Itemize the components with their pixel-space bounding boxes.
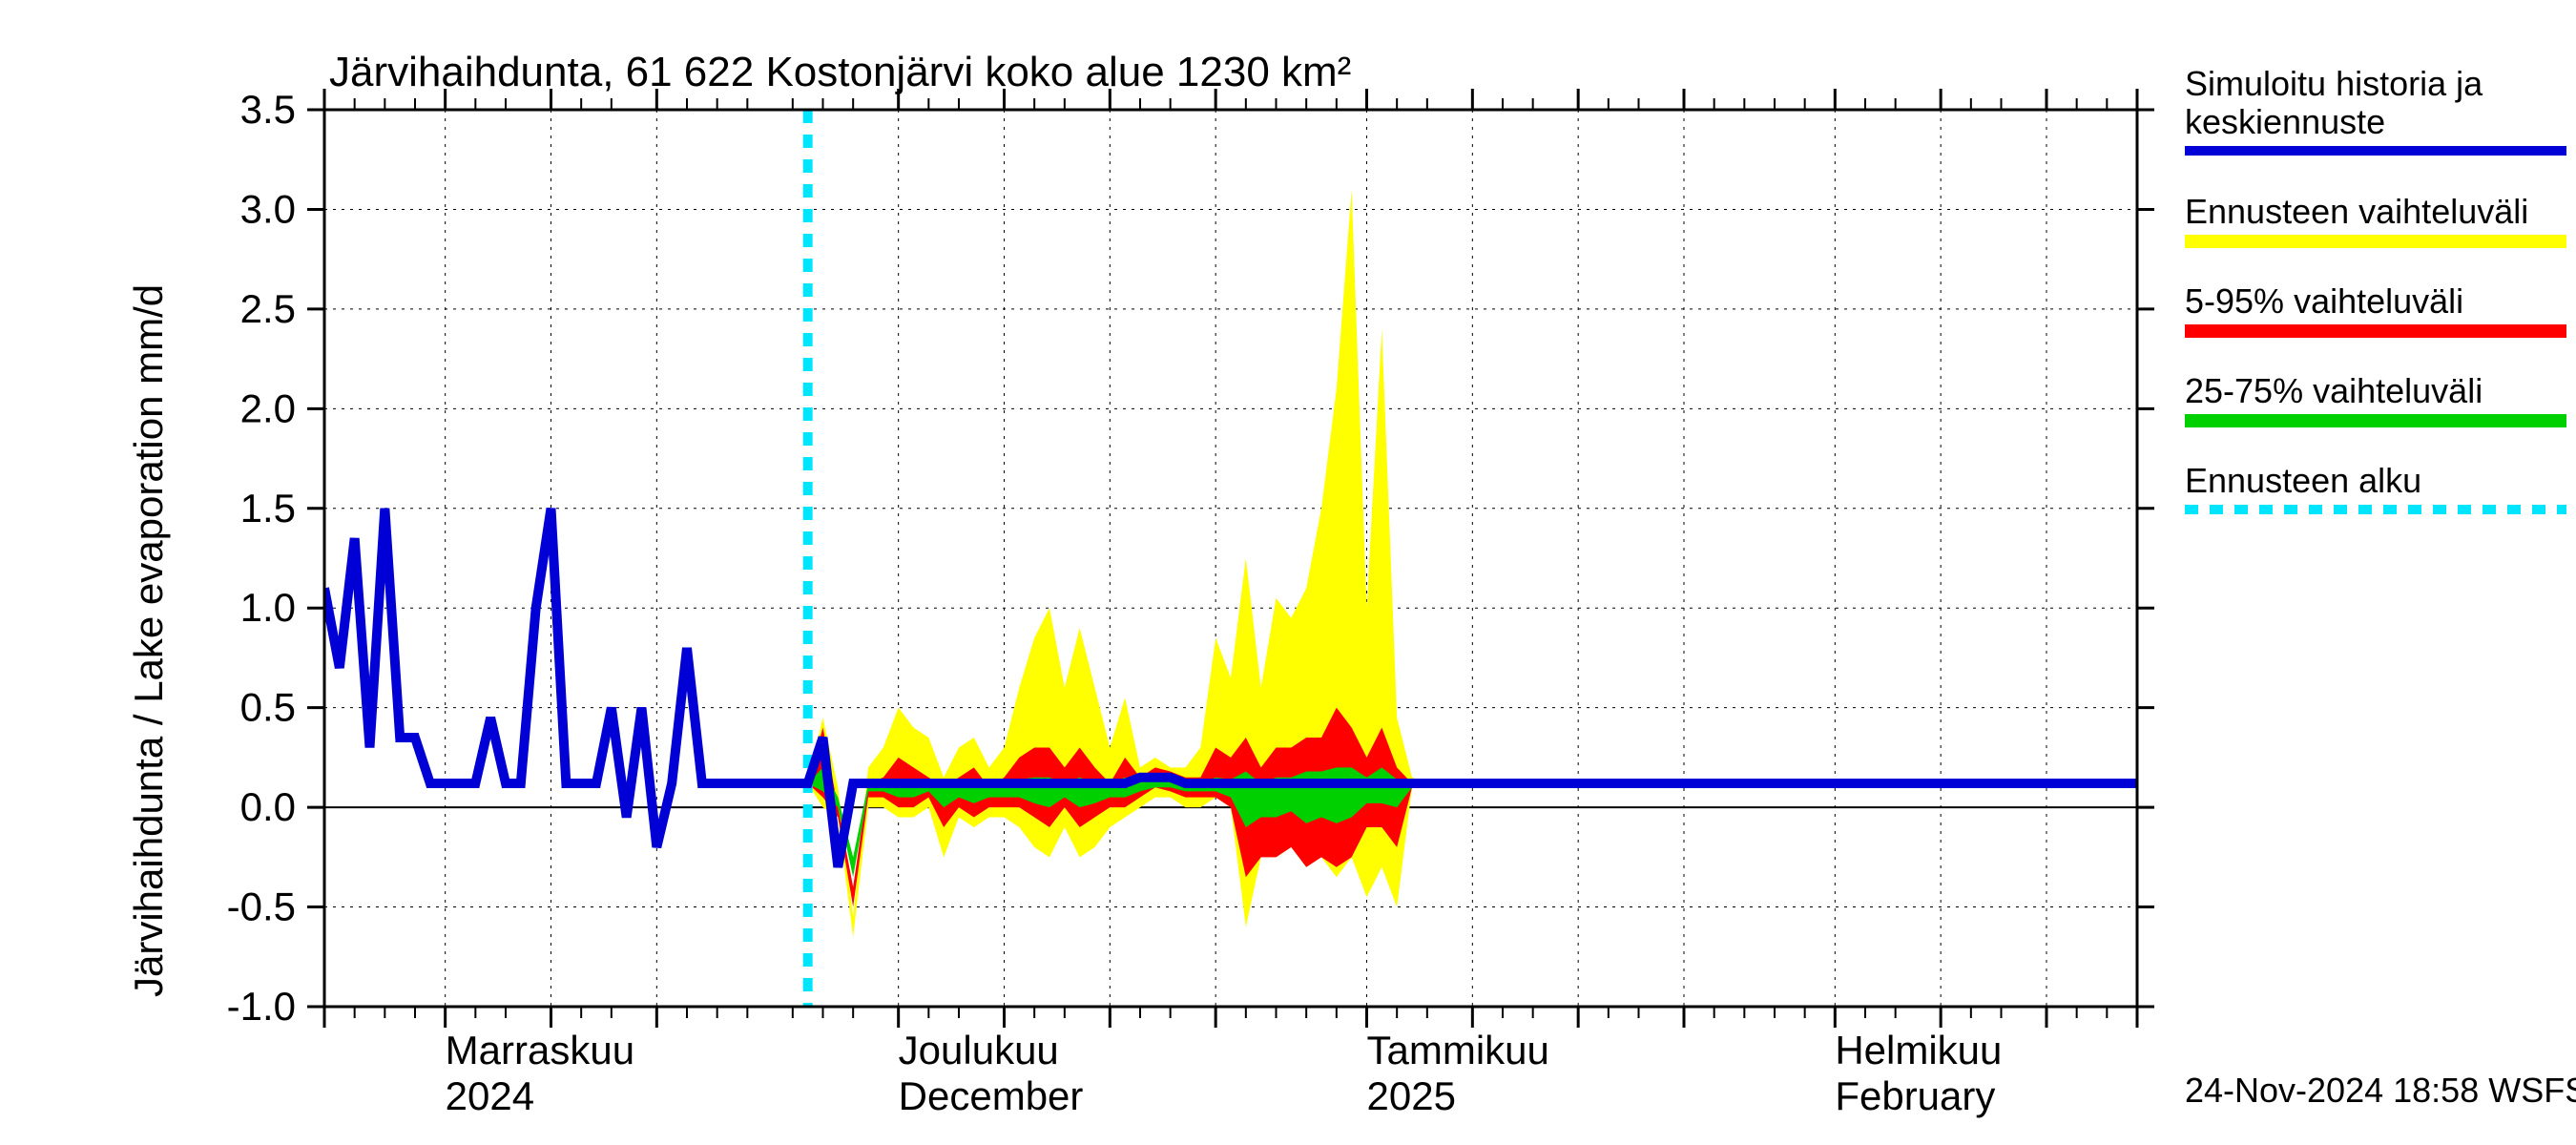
y-tick-label: 0.0 [240,784,296,829]
x-month-label: Tammikuu [1367,1028,1549,1072]
y-axis-label: Järvihaihdunta / Lake evaporation mm/d [126,284,171,997]
y-tick-label: -0.5 [227,885,296,929]
chart-container: Järvihaihdunta, 61 622 Kostonjärvi koko … [0,0,2576,1145]
legend-label: Ennusteen vaihteluväli [2185,192,2528,231]
y-tick-label: 1.5 [240,486,296,531]
legend-label: 25-75% vaihteluväli [2185,371,2483,410]
y-tick-label: 2.5 [240,286,296,331]
legend-label: Ennusteen alku [2185,461,2421,500]
y-tick-label: -1.0 [227,984,296,1029]
legend-label: 5-95% vaihteluväli [2185,281,2463,321]
y-tick-label: 3.0 [240,186,296,231]
x-month-sublabel: 2025 [1367,1073,1456,1118]
x-month-label: Joulukuu [899,1028,1059,1072]
x-month-sublabel: 2024 [446,1073,534,1118]
chart-svg: Järvihaihdunta, 61 622 Kostonjärvi koko … [0,0,2576,1145]
footer-timestamp: 24-Nov-2024 18:58 WSFS-O [2185,1071,2576,1110]
y-tick-label: 3.5 [240,87,296,132]
legend-label: Simuloitu historia ja [2185,64,2483,103]
legend-swatch [2185,324,2566,338]
y-tick-label: 2.0 [240,385,296,430]
legend-swatch [2185,235,2566,248]
legend-swatch [2185,414,2566,427]
x-month-label: Marraskuu [446,1028,634,1072]
y-tick-label: 0.5 [240,685,296,730]
legend-label: keskiennuste [2185,102,2385,141]
x-month-sublabel: February [1835,1073,1995,1118]
chart-title: Järvihaihdunta, 61 622 Kostonjärvi koko … [329,49,1351,95]
x-month-sublabel: December [899,1073,1084,1118]
y-tick-label: 1.0 [240,585,296,630]
x-month-label: Helmikuu [1835,1028,2002,1072]
